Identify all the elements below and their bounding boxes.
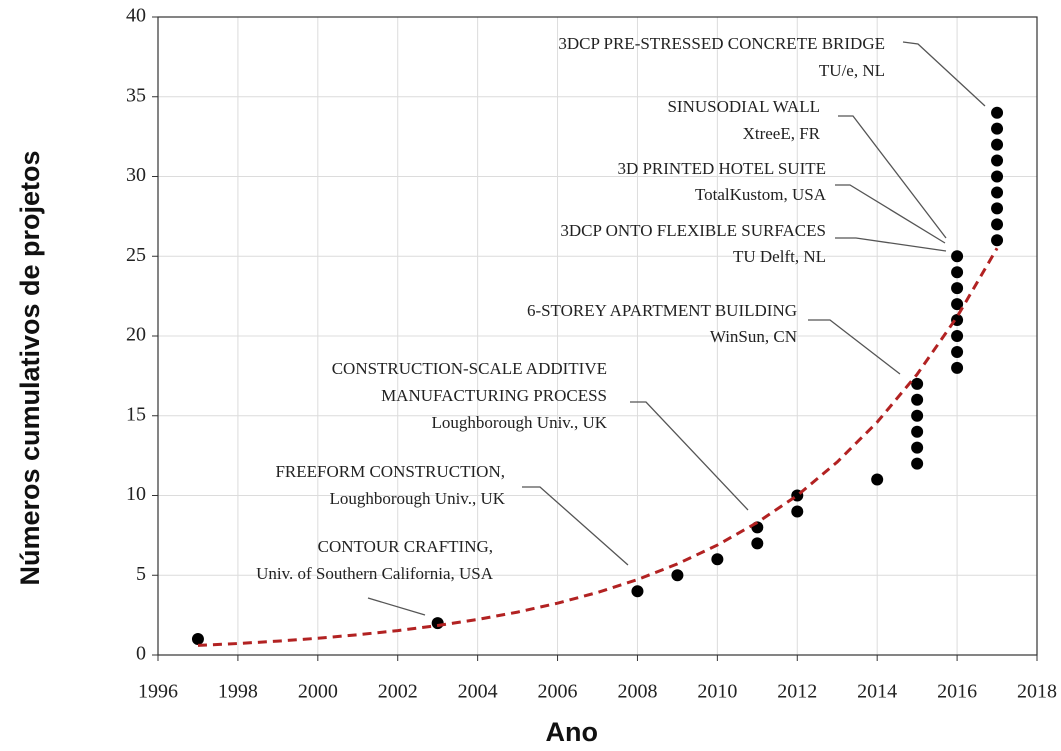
leader-line <box>367 597 426 616</box>
leader-line <box>838 115 947 239</box>
annotation: 3D PRINTED HOTEL SUITE <box>617 159 826 178</box>
data-point <box>951 282 964 295</box>
annotation: SINUSODIAL WALL <box>667 97 820 116</box>
y-tick-label: 40 <box>126 5 146 27</box>
data-point <box>951 250 964 263</box>
x-tick-label: 1996 <box>138 681 178 703</box>
data-point <box>991 202 1004 215</box>
x-tick-label: 2006 <box>538 681 578 703</box>
data-point <box>951 298 964 311</box>
plot-frame <box>157 16 1038 656</box>
data-point <box>951 266 964 279</box>
y-tick-label: 30 <box>126 164 146 186</box>
annotation: TU/e, NL <box>819 61 885 80</box>
annotation: CONTOUR CRAFTING, <box>318 537 493 556</box>
annotation: MANUFACTURING PROCESS <box>381 386 607 405</box>
x-tick-label: 2016 <box>937 681 977 703</box>
data-point <box>911 425 924 438</box>
leader-line <box>522 486 629 566</box>
data-point <box>991 186 1004 199</box>
x-tick-label: 2012 <box>777 681 817 703</box>
leader-line <box>835 184 946 244</box>
annotation: TotalKustom, USA <box>695 185 827 204</box>
annotation: CONSTRUCTION-SCALE ADDITIVE <box>332 359 607 378</box>
x-tick-label: 2010 <box>697 681 737 703</box>
data-point <box>951 345 964 358</box>
annotation: 6-STOREY APARTMENT BUILDING <box>527 301 797 320</box>
annotation: TU Delft, NL <box>733 247 826 266</box>
leader-line <box>902 41 986 107</box>
data-point <box>911 377 924 390</box>
x-tick-label: 2002 <box>378 681 418 703</box>
annotation: Loughborough Univ., UK <box>330 489 506 508</box>
data-point <box>911 393 924 406</box>
data-point <box>751 537 764 550</box>
y-tick-label: 0 <box>136 643 146 665</box>
data-point <box>631 585 644 598</box>
data-point <box>911 441 924 454</box>
y-tick-label: 20 <box>126 324 146 346</box>
y-tick-label: 10 <box>126 483 146 505</box>
data-point <box>951 330 964 342</box>
x-tick-label: 2014 <box>857 681 897 703</box>
y-tick-label: 35 <box>126 84 146 106</box>
x-tick-label: 2008 <box>617 681 657 703</box>
data-point <box>991 170 1004 183</box>
annotation: 3DCP PRE-STRESSED CONCRETE BRIDGE <box>558 34 885 53</box>
data-point <box>991 218 1004 231</box>
data-point <box>191 633 204 646</box>
data-point <box>791 505 804 518</box>
data-point <box>911 409 924 422</box>
x-tick-label: 1998 <box>218 681 258 703</box>
data-point <box>871 473 884 486</box>
leader-line <box>630 401 749 511</box>
leader-line <box>808 319 901 375</box>
y-tick-label: 15 <box>126 403 146 425</box>
data-point <box>671 569 684 582</box>
data-point <box>951 361 964 374</box>
x-tick-label: 2018 <box>1017 681 1057 703</box>
annotation: XtreeE, FR <box>743 124 821 143</box>
x-tick-label: 2000 <box>298 681 338 703</box>
data-point <box>991 234 1004 247</box>
data-point <box>991 122 1004 135</box>
data-point <box>991 138 1004 151</box>
data-point <box>911 457 924 470</box>
y-tick-label: 25 <box>126 244 146 266</box>
data-point <box>991 154 1004 167</box>
data-point <box>991 106 1004 119</box>
data-point <box>711 553 724 566</box>
y-axis-title: Números cumulativos de projetos <box>15 150 45 585</box>
annotation: Univ. of Southern California, USA <box>256 564 494 583</box>
annotation: FREEFORM CONSTRUCTION, <box>275 462 505 481</box>
annotation: Loughborough Univ., UK <box>432 413 608 432</box>
x-axis-title: Ano <box>546 717 598 747</box>
y-tick-label: 5 <box>136 563 146 585</box>
annotation: 3DCP ONTO FLEXIBLE SURFACES <box>560 221 826 240</box>
data-point <box>431 617 444 630</box>
annotation: WinSun, CN <box>710 327 797 346</box>
leader-line <box>835 237 947 252</box>
x-tick-label: 2004 <box>458 681 498 703</box>
